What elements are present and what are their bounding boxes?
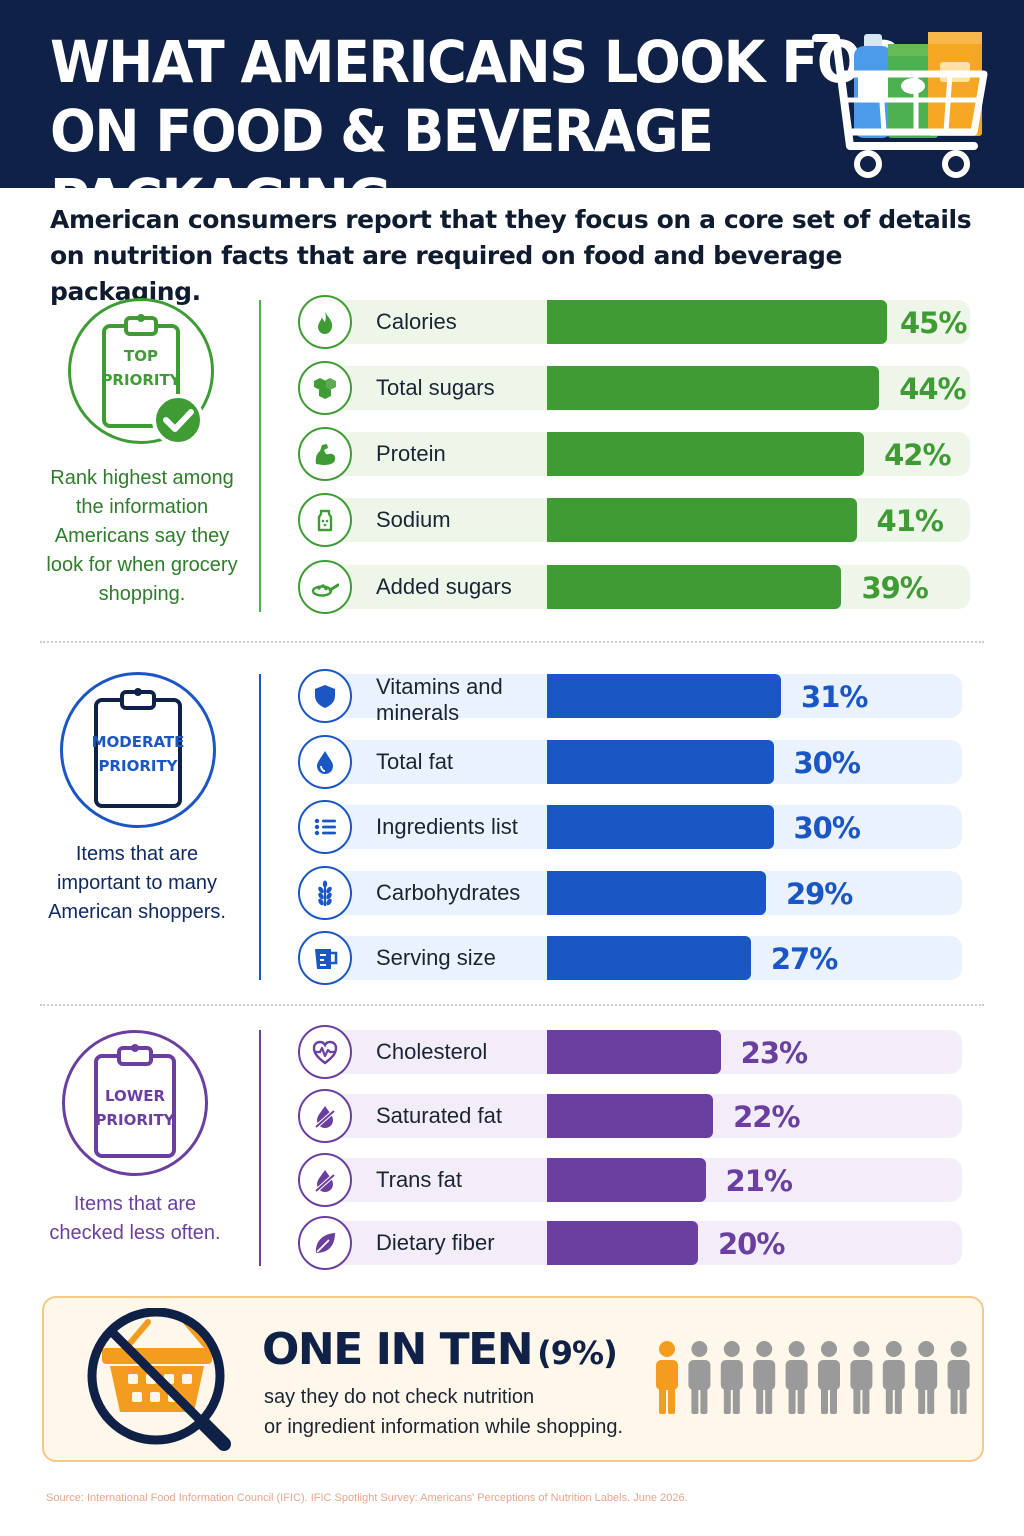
- clipboard-icon: [94, 688, 182, 808]
- row-label: Protein: [376, 441, 446, 466]
- bar: [547, 300, 887, 344]
- callout-box: ONE IN TEN (9%) say they do not check nu…: [42, 1296, 984, 1462]
- callout-headline: ONE IN TEN (9%): [262, 1324, 618, 1375]
- row-label: Cholesterol: [376, 1039, 488, 1064]
- people-pictogram: [656, 1341, 970, 1414]
- shield-icon: [298, 669, 352, 723]
- top-divider-line: [259, 300, 261, 612]
- person-icon: [785, 1341, 808, 1414]
- value-label: 29%: [785, 877, 853, 911]
- bar: [547, 366, 880, 410]
- bar: [547, 1221, 698, 1265]
- callout-text: say they do not check nutrition or ingre…: [264, 1386, 624, 1438]
- bar: [547, 674, 782, 718]
- value-label: 22%: [733, 1100, 800, 1134]
- wheat-icon: [298, 866, 352, 920]
- bar: [547, 936, 751, 980]
- section-divider: [40, 641, 984, 643]
- lower-divider-line: [259, 1030, 261, 1266]
- row-label: Calories: [376, 309, 457, 334]
- top-priority-badge: TOP PRIORITY: [68, 298, 214, 444]
- value-label: 30%: [793, 746, 861, 780]
- row-label: Added sugars: [376, 574, 512, 599]
- sugar-spoon-icon: [298, 560, 352, 614]
- clipboard-check-icon: [102, 314, 204, 444]
- lower-priority-badge: LOWER PRIORITY: [62, 1030, 208, 1176]
- value-label: 23%: [740, 1036, 808, 1070]
- row-label: Total fat: [376, 749, 454, 774]
- droplet-slash-icon: [298, 1089, 352, 1143]
- droplet-slash-icon: [298, 1153, 352, 1207]
- row-label: Vitamins and minerals: [376, 674, 503, 725]
- person-icon: [688, 1341, 711, 1414]
- row-label: Saturated fat: [376, 1103, 502, 1128]
- bar: [547, 871, 766, 915]
- list-icon: [298, 800, 352, 854]
- section-divider: [40, 1004, 984, 1006]
- person-icon: [947, 1341, 970, 1414]
- page-title: WHAT AMERICANS LOOK FOR ON FOOD & BEVERA…: [50, 28, 903, 235]
- row-label: Dietary fiber: [376, 1230, 495, 1255]
- header-banner: WHAT AMERICANS LOOK FOR ON FOOD & BEVERA…: [0, 0, 1024, 234]
- value-label: 42%: [884, 438, 951, 472]
- bar: [547, 1094, 714, 1138]
- value-label: 45%: [900, 306, 967, 340]
- flexed-arm-icon: [298, 427, 352, 481]
- row-label: Trans fat: [376, 1167, 462, 1192]
- bar: [547, 1030, 721, 1074]
- no-basket-magnifier-icon: [87, 1308, 231, 1451]
- row-label: Carbohydrates: [376, 880, 521, 905]
- flame-icon: [298, 295, 352, 349]
- bar: [547, 805, 774, 849]
- value-label: 31%: [801, 680, 868, 714]
- value-label: 41%: [876, 504, 944, 538]
- value-label: 20%: [718, 1227, 785, 1261]
- clipboard-icon: [94, 1044, 176, 1158]
- row-label: Total sugars: [376, 375, 495, 400]
- value-label: 30%: [793, 811, 861, 845]
- bar: [547, 565, 842, 609]
- bar: [547, 432, 865, 476]
- person-icon: [818, 1341, 840, 1414]
- row-label: Ingredients list: [376, 814, 518, 839]
- measuring-cup-icon: [298, 931, 352, 985]
- value-label: 39%: [861, 571, 928, 605]
- lower-priority-description: Items that are checked less often.: [49, 1193, 221, 1244]
- value-label: 44%: [899, 372, 966, 406]
- row-label: Serving size: [376, 945, 496, 970]
- person-icon: [753, 1341, 776, 1414]
- row-label: Sodium: [376, 507, 451, 532]
- droplet-icon: [298, 735, 352, 789]
- value-label: 21%: [725, 1164, 793, 1198]
- person-icon: [915, 1341, 938, 1414]
- leaf-icon: [298, 1216, 352, 1270]
- person-icon: [656, 1341, 678, 1414]
- bar: [547, 498, 857, 542]
- salt-shaker-icon: [298, 493, 352, 547]
- person-icon: [882, 1341, 905, 1414]
- intro-text: American consumers report that they focu…: [50, 205, 972, 306]
- value-label: 27%: [770, 942, 838, 976]
- sugar-cubes-icon: [298, 361, 352, 415]
- moderate-divider-line: [259, 674, 261, 980]
- moderate-priority-badge: MODERATE PRIORITY: [60, 672, 216, 828]
- top-priority-description: Rank highest among the information Ameri…: [46, 467, 238, 605]
- bar: [547, 740, 774, 784]
- source-citation: Source: International Food Information C…: [46, 1492, 688, 1504]
- person-icon: [720, 1341, 743, 1414]
- heartbeat-icon: [298, 1025, 352, 1079]
- person-icon: [850, 1341, 873, 1414]
- shopping-cart-icon: [812, 32, 988, 178]
- moderate-priority-description: Items that are important to many America…: [48, 843, 226, 923]
- bar: [547, 1158, 706, 1202]
